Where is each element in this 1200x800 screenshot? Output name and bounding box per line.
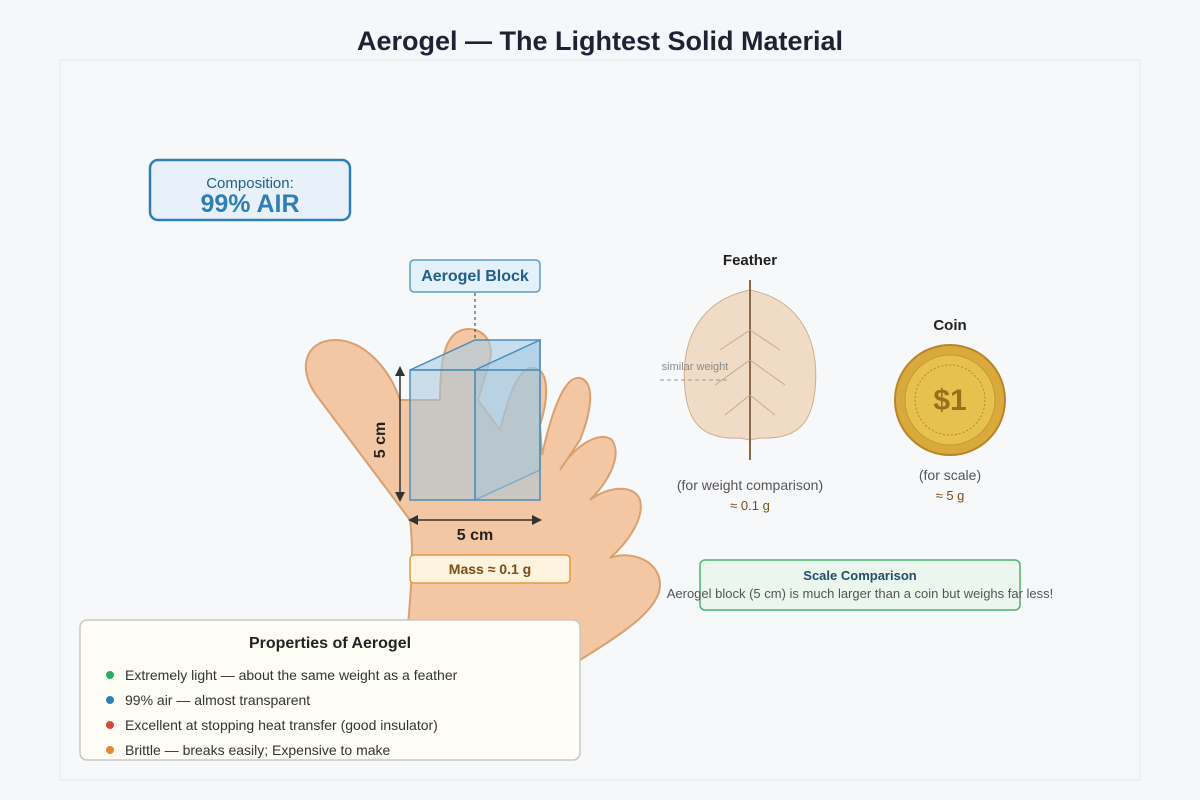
feather-caption: (for weight comparison)	[677, 477, 823, 493]
property-item: Brittle — breaks easily; Expensive to ma…	[125, 742, 391, 758]
title: Aerogel — The Lightest Solid Material	[357, 26, 843, 56]
properties-list: Extremely light — about the same weight …	[106, 667, 458, 758]
bullet	[106, 671, 114, 679]
property-item: Extremely light — about the same weight …	[125, 667, 458, 683]
arrow-head	[408, 515, 418, 525]
bullet	[106, 721, 114, 729]
comparison-box	[699, 559, 1021, 611]
properties-box	[79, 619, 581, 761]
composition-value: 99% AIR	[200, 190, 299, 218]
block-label-box	[409, 259, 541, 293]
coin-face: $1	[933, 384, 966, 417]
arrow-head	[395, 366, 405, 376]
bullet	[106, 746, 114, 754]
coin-ring	[914, 364, 986, 436]
comparison-title: Scale Comparison	[803, 568, 916, 583]
block-label: Aerogel Block	[421, 268, 529, 285]
coin-caption: (for scale)	[919, 467, 981, 483]
height-label: 5 cm	[372, 422, 389, 458]
width-label: 5 cm	[457, 527, 493, 544]
coin-mass: ≈ 5 g	[936, 488, 965, 503]
property-item: 99% air — almost transparent	[125, 692, 310, 708]
arrow-head	[532, 515, 542, 525]
block-mass: Mass ≈ 0.1 g	[449, 561, 531, 577]
composition-box	[148, 158, 352, 222]
bullet	[106, 696, 114, 704]
feather-veins	[714, 329, 786, 416]
composition-label: Composition:	[206, 175, 294, 192]
feather-mass: ≈ 0.1 g	[730, 498, 770, 513]
feather-title: Feather	[723, 252, 777, 269]
coin-title: Coin	[933, 317, 966, 334]
properties-title: Properties of Aerogel	[249, 635, 411, 652]
mass-box	[409, 554, 571, 584]
property-item: Excellent at stopping heat transfer (goo…	[125, 717, 438, 733]
coin-inner	[904, 354, 996, 446]
comparison-text: Aerogel block (5 cm) is much larger than…	[667, 586, 1054, 601]
feather-note: similar weight	[662, 361, 729, 373]
arrow-head	[395, 492, 405, 502]
